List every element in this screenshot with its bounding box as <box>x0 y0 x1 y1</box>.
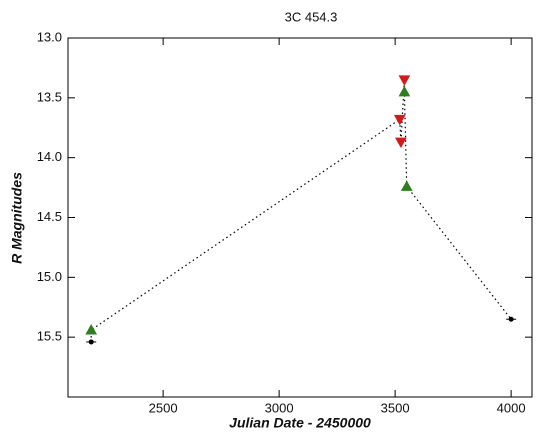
marker <box>393 114 406 126</box>
marker <box>88 339 94 345</box>
marker <box>398 85 411 97</box>
marker <box>400 180 413 191</box>
data-line <box>90 79 512 342</box>
x-tick-label: 3500 <box>381 400 410 415</box>
marker <box>508 316 514 322</box>
y-tick-label: 14.0 <box>37 149 62 164</box>
y-tick-label: 15.0 <box>37 269 62 284</box>
x-tick-label: 2500 <box>149 400 178 415</box>
marker <box>85 323 98 335</box>
x-axis-label: Julian Date - 2450000 <box>229 415 371 431</box>
x-tick-label: 4000 <box>497 400 526 415</box>
chart-title: 3C 454.3 <box>285 9 338 24</box>
x-tick-label: 3000 <box>265 400 294 415</box>
y-axis-label: R Magnitudes <box>9 172 25 264</box>
y-tick-label: 13.5 <box>37 89 62 104</box>
marker <box>395 137 407 149</box>
marker <box>398 75 411 86</box>
plot-frame <box>67 37 533 398</box>
y-tick-label: 14.5 <box>37 209 62 224</box>
y-tick-label: 15.5 <box>37 329 62 344</box>
y-tick-label: 13.0 <box>37 29 62 44</box>
